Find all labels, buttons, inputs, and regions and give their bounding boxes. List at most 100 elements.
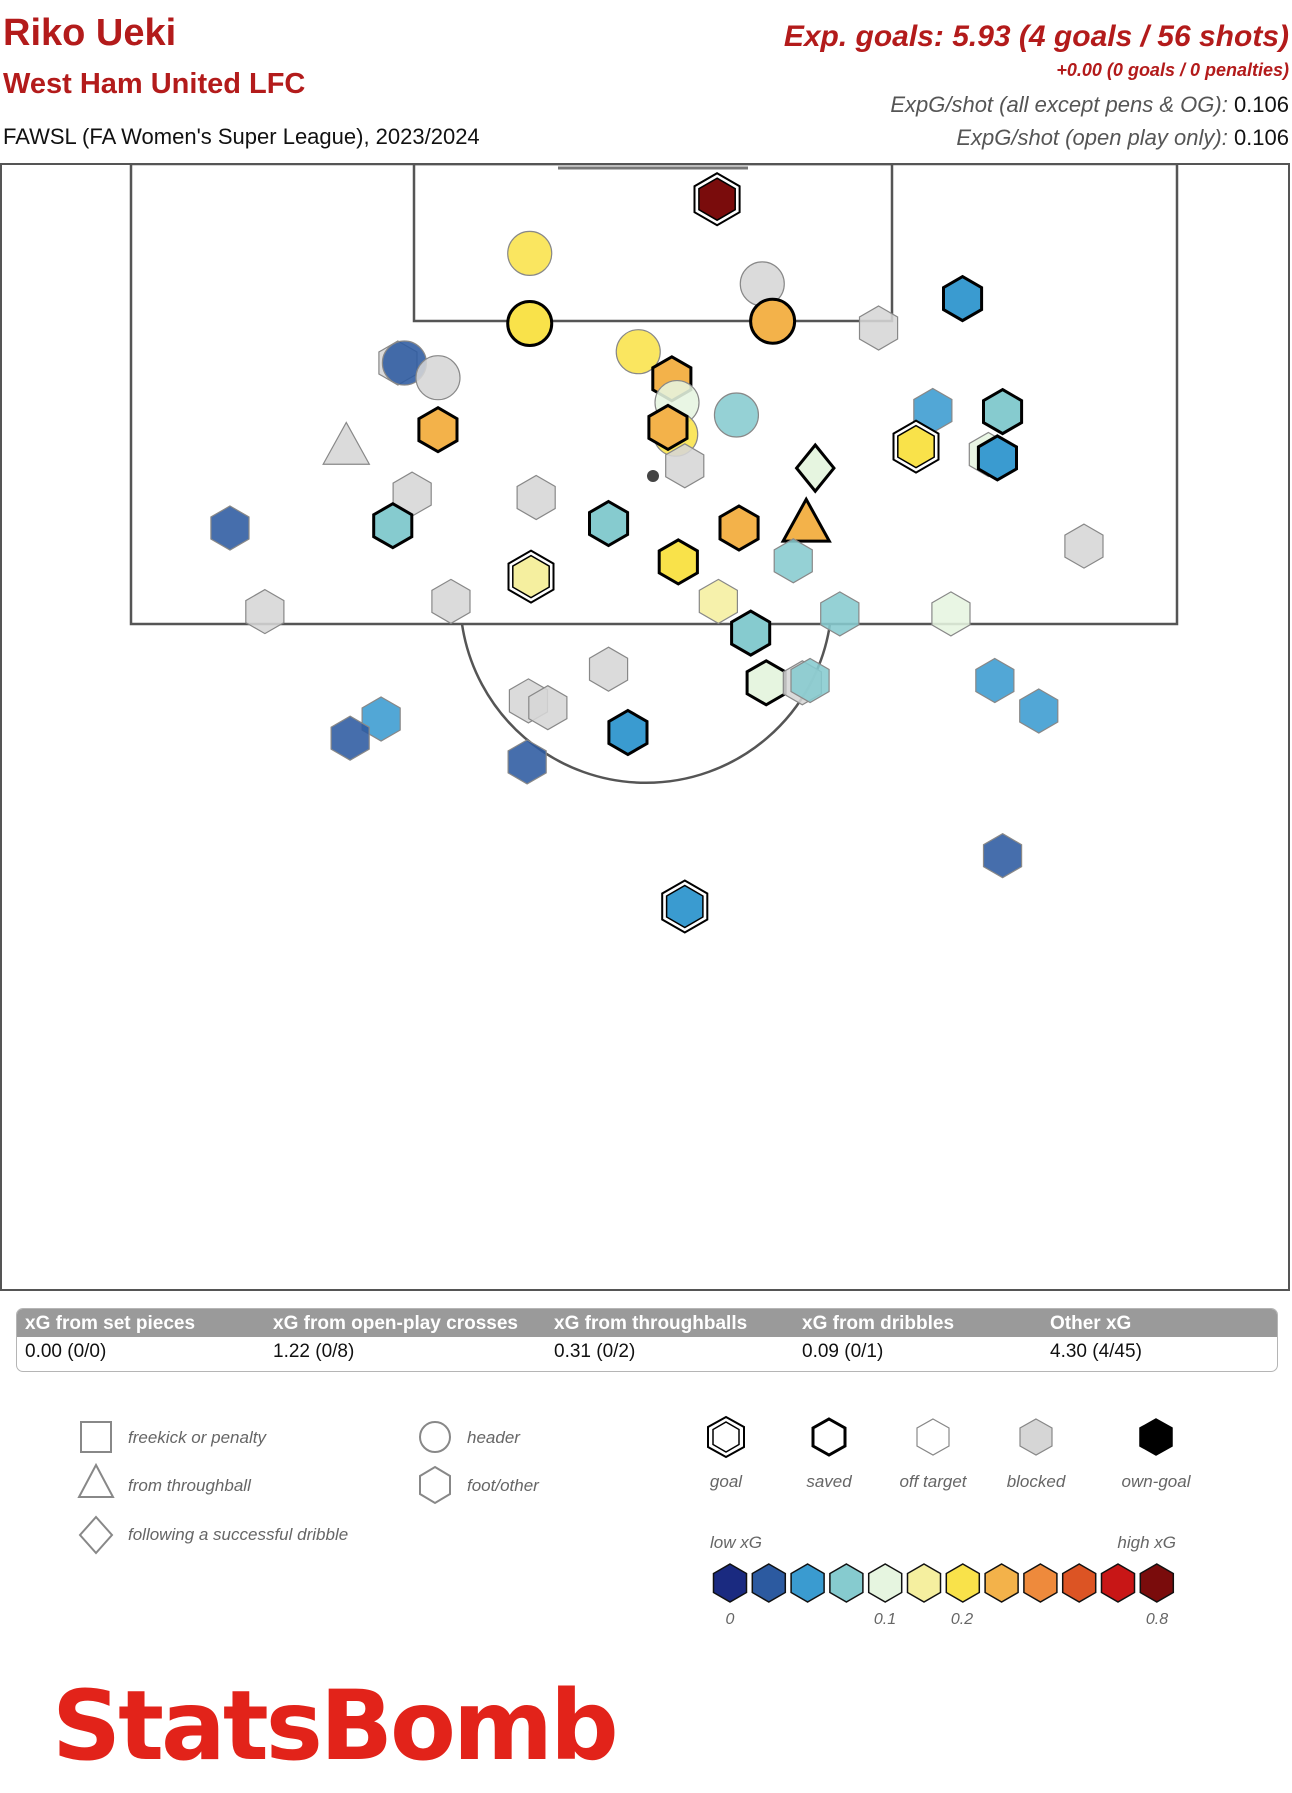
xg-breakdown-table: xG from set pieces xG from open-play cro… [16, 1308, 1278, 1372]
legend: freekick or penalty from throughball fol… [77, 1415, 1192, 1628]
team-name: West Ham United LFC [3, 68, 306, 100]
legend-off-target-label: off target [899, 1472, 967, 1491]
scale-tick-0-1: 0.1 [874, 1611, 896, 1628]
shot-marker-off [713, 392, 760, 438]
saved-shot [718, 504, 760, 552]
shot-marker-goal [693, 172, 741, 227]
shot-marker-saved [588, 499, 630, 548]
blocked-shot [322, 421, 371, 465]
scale-hex-9 [1061, 1563, 1097, 1603]
off-target-shot [361, 696, 401, 742]
value-dribbles: 0.09 (0/1) [802, 1341, 884, 1362]
value-set-pieces: 0.00 (0/0) [25, 1341, 107, 1362]
shot-marker-blocked [322, 421, 371, 465]
legend-dribble-label: following a successful dribble [128, 1525, 348, 1544]
off-target-shot [820, 591, 860, 637]
scale-hex-10 [1100, 1563, 1136, 1603]
off-target-hex-icon [916, 1418, 950, 1456]
shot-map-pitch [0, 163, 1290, 1291]
off-target-shot [210, 505, 250, 551]
shot-marker-saved [730, 609, 772, 657]
blocked-shot [245, 588, 285, 635]
xg-per-shot-all: ExpG/shot (all except pens & OG): 0.106 [890, 92, 1289, 118]
blocked-shot [665, 443, 705, 489]
shot-marker-saved [647, 403, 689, 452]
off-target-shot [713, 392, 760, 438]
shot-marker-saved [745, 659, 787, 707]
off-target-shot [507, 739, 547, 785]
shot-marker-off [975, 657, 1015, 704]
shot-marker-blocked [1064, 523, 1104, 569]
saved-shot [417, 405, 459, 454]
shot-marker-saved [506, 299, 554, 347]
blocked-shot [528, 685, 568, 731]
blocked-shot [858, 305, 899, 351]
table-row: 0.00 (0/0) 1.22 (0/8) 0.31 (0/2) 0.09 (0… [17, 1337, 1277, 1370]
xg-per-shot-all-label: ExpG/shot (all except pens & OG): [890, 92, 1228, 117]
shot-marker-blocked [516, 474, 556, 521]
off-target-shot [507, 230, 553, 277]
square-icon [80, 1421, 112, 1453]
scale-hex-6 [945, 1563, 981, 1603]
saved-shot [780, 496, 832, 543]
shot-marker-off [361, 696, 401, 742]
shot-marker-off [698, 578, 739, 625]
xg-per-shot-open-label: ExpG/shot (open play only): [956, 125, 1228, 150]
shot-marker-goal [892, 419, 940, 474]
blocked-hex-icon [1019, 1418, 1053, 1456]
shot-marker-blocked [245, 588, 285, 635]
off-target-shot [975, 657, 1015, 704]
value-crosses: 1.22 (0/8) [273, 1341, 355, 1362]
shot-marker-blocked [588, 646, 629, 692]
scale-tick-0-2: 0.2 [951, 1611, 973, 1628]
circle-icon [419, 1421, 451, 1453]
saved-shot [372, 501, 414, 550]
legend-blocked-label: blocked [1007, 1472, 1066, 1491]
legend-freekick-label: freekick or penalty [128, 1428, 267, 1447]
shot-marker-goal [507, 549, 555, 604]
player-name: Riko Ueki [3, 12, 177, 54]
shot-marker-saved [372, 501, 414, 550]
saved-hex-icon [811, 1417, 847, 1457]
shot-marker-off [507, 230, 553, 277]
legend-goal-label: goal [710, 1472, 743, 1491]
outcome-legend: goal saved off target blocked own-goal [707, 1415, 1192, 1491]
blocked-shot [588, 646, 629, 692]
scale-hex-0 [712, 1563, 748, 1603]
goal-shot-fill [897, 424, 935, 469]
xg-per-shot-open: ExpG/shot (open play only): 0.106 [956, 125, 1289, 151]
legend-saved-label: saved [806, 1472, 852, 1491]
saved-shot [749, 297, 797, 345]
off-target-shot [773, 538, 813, 584]
penalty-spot [647, 470, 659, 482]
scale-hex-7 [984, 1563, 1019, 1603]
shot-marker-off [820, 591, 860, 637]
off-target-shot [330, 715, 370, 761]
saved-shot [506, 299, 554, 347]
shape-legend: freekick or penalty from throughball fol… [77, 1421, 540, 1555]
saved-shot [976, 434, 1018, 482]
scale-hex-2 [790, 1563, 825, 1603]
scale-hex-4 [867, 1563, 903, 1603]
saved-shot [607, 708, 649, 757]
scale-hex-3 [829, 1563, 864, 1603]
header-set-pieces: xG from set pieces [25, 1313, 196, 1334]
triangle-icon [77, 1462, 115, 1498]
shot-marker-blocked [431, 578, 471, 625]
header-dribbles: xG from dribbles [802, 1313, 955, 1334]
blocked-shot [431, 578, 471, 625]
shot-marker-saved [780, 496, 832, 543]
blocked-shot [415, 355, 461, 401]
table-header: xG from set pieces xG from open-play cro… [17, 1309, 1277, 1337]
saved-shot [647, 403, 689, 452]
header-other: Other xG [1050, 1313, 1132, 1334]
shot-marker-off [507, 739, 547, 785]
off-target-shot [982, 833, 1023, 879]
xg-per-shot-all-value: 0.106 [1233, 92, 1289, 117]
shot-marker-saved [794, 442, 836, 494]
shot-marker-off [1019, 688, 1059, 734]
low-xg-label: low xG [710, 1533, 762, 1552]
goal-inner-hex-icon [712, 1421, 740, 1453]
six-yard-box [412, 163, 894, 323]
saved-shot [657, 538, 699, 586]
